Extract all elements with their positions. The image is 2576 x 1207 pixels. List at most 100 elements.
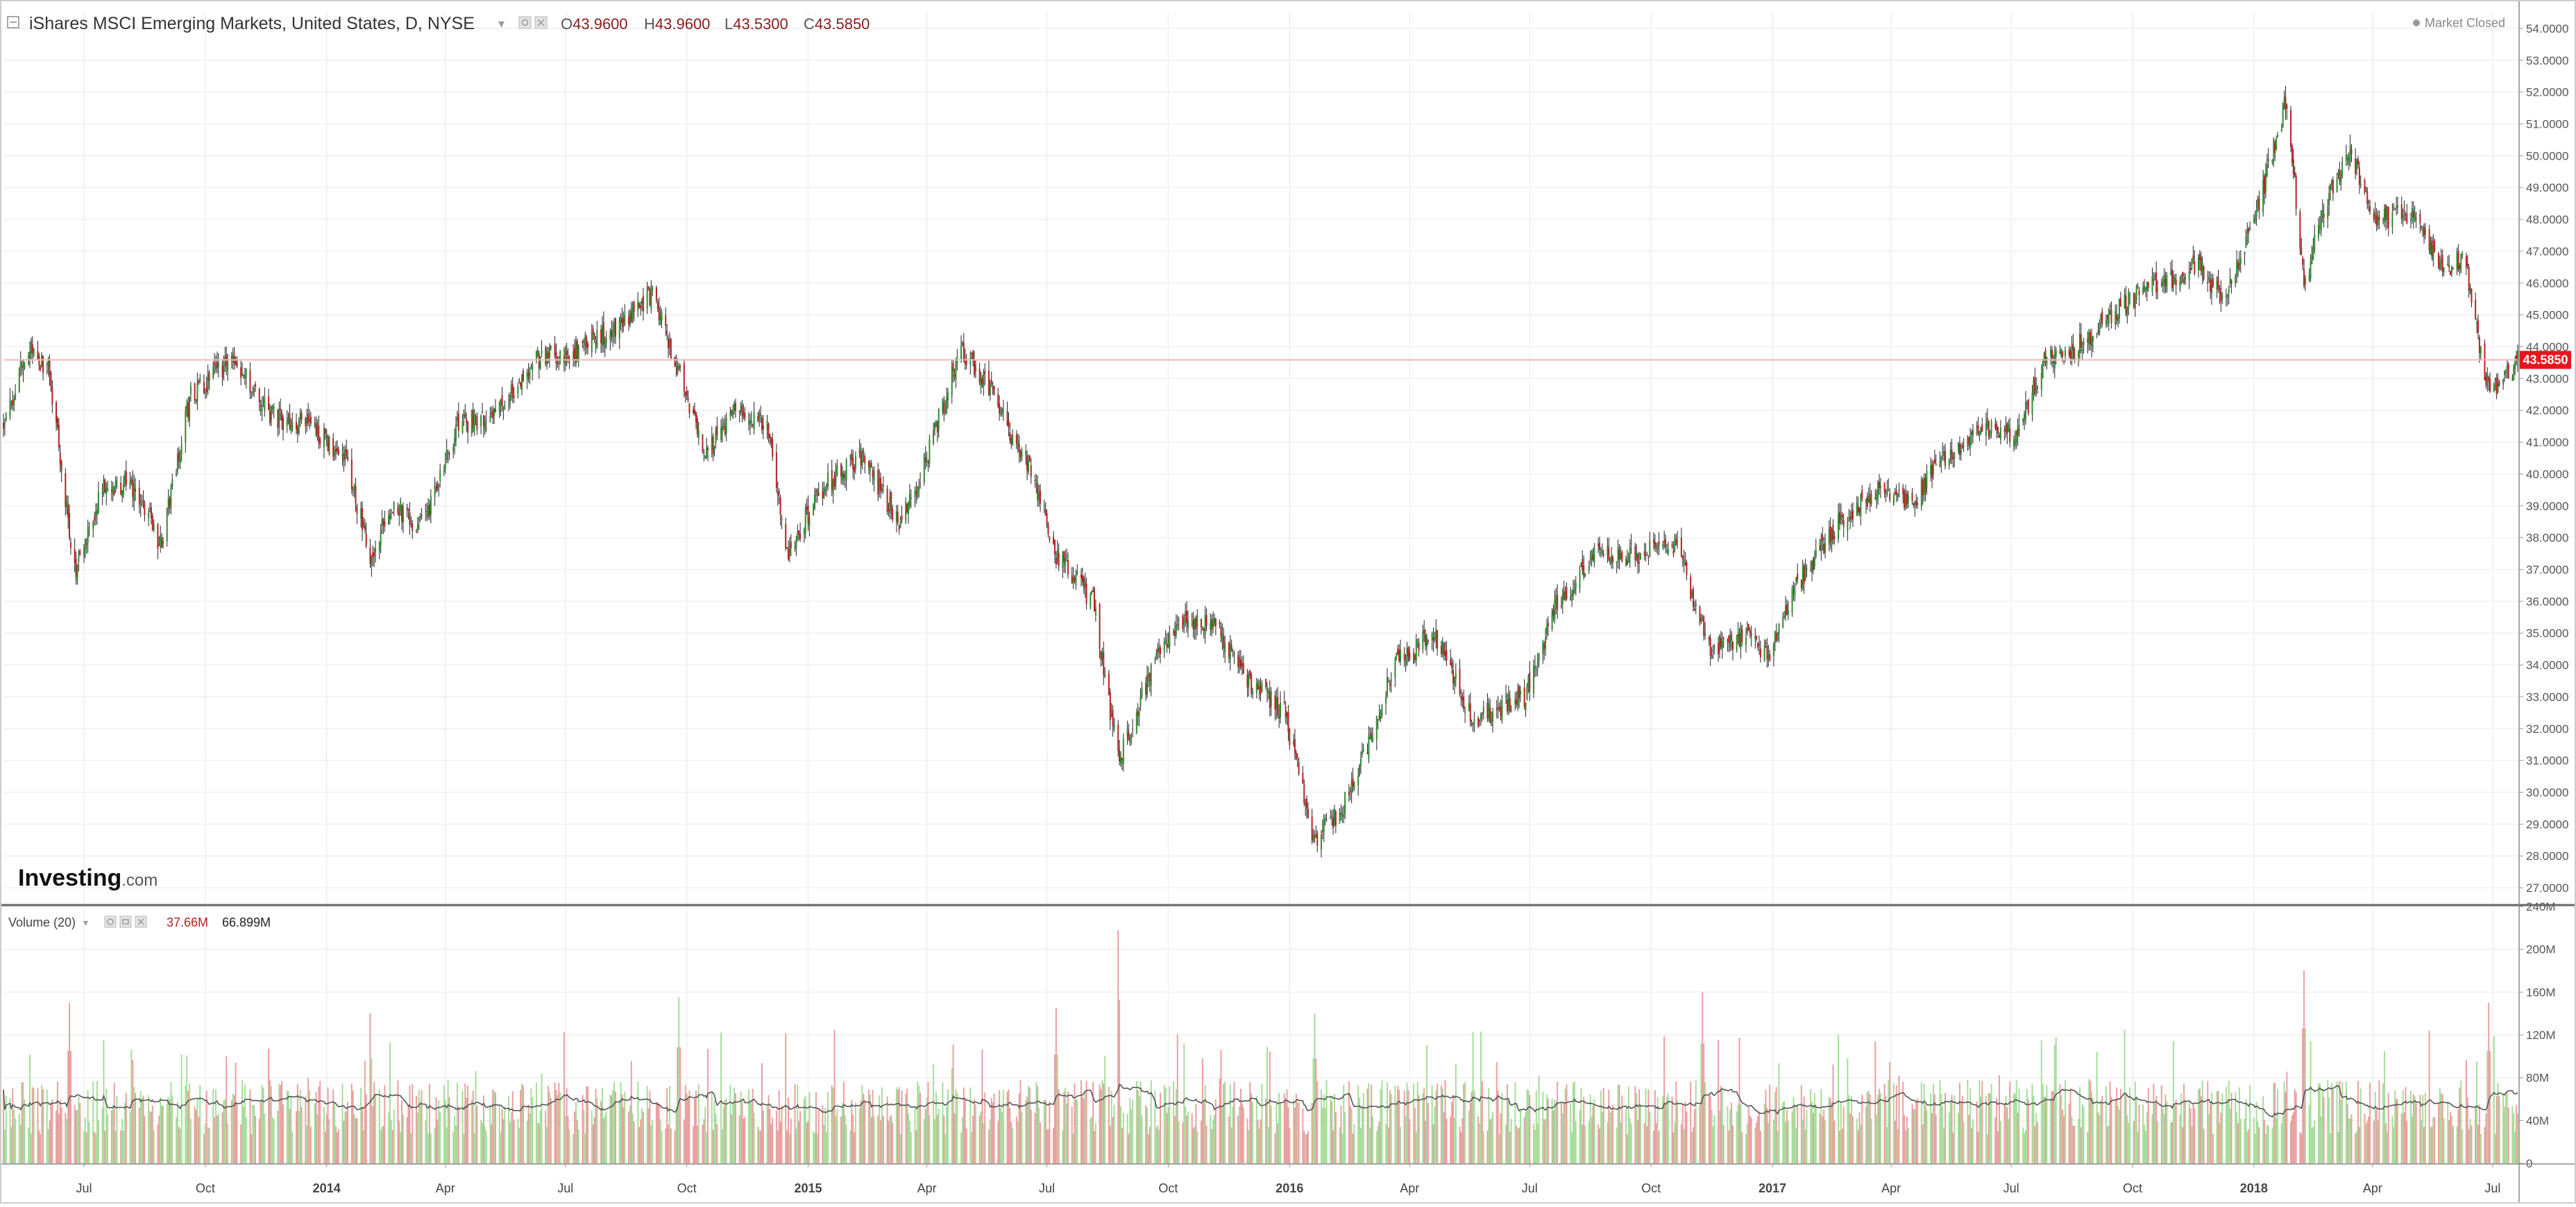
candle-body <box>2200 257 2202 271</box>
candle-body <box>2068 348 2070 356</box>
volume-bar <box>1441 1088 1443 1163</box>
volume-bar <box>725 1098 727 1163</box>
volume-bar <box>2421 1120 2423 1163</box>
candle-body <box>942 399 944 412</box>
volume-bar <box>548 1092 550 1163</box>
candle-body <box>2116 314 2118 320</box>
candle-body <box>554 344 556 355</box>
volume-bar <box>1923 1083 1925 1163</box>
volume-bar <box>566 1088 568 1163</box>
candle-body <box>1289 729 1291 745</box>
candle-body <box>412 523 414 532</box>
volume-bar <box>1489 1119 1491 1163</box>
volume-settings-icon[interactable] <box>104 915 117 928</box>
volume-bar <box>1378 1121 1380 1163</box>
volume-bar <box>2155 1096 2158 1163</box>
volume-bar <box>2391 1115 2393 1163</box>
volume-bar <box>734 1093 736 1163</box>
candle-body <box>230 355 232 360</box>
candle-body <box>1525 702 1527 711</box>
candle-body <box>770 437 772 444</box>
volume-bar <box>373 1082 375 1163</box>
candle-body <box>2040 373 2042 390</box>
volume-bar <box>694 1098 696 1163</box>
volume-bar <box>536 1122 539 1163</box>
candle-body <box>476 416 478 430</box>
candle-body <box>2154 275 2156 277</box>
volume-bar <box>1518 1127 1520 1163</box>
candle-body <box>350 459 353 489</box>
candle-body <box>910 497 912 499</box>
volume-bar <box>178 1126 180 1163</box>
candle-body <box>1113 725 1115 730</box>
title-dropdown-icon[interactable]: ▾ <box>498 17 505 31</box>
candle-body <box>2406 213 2408 223</box>
volume-bar <box>1278 1092 1280 1163</box>
volume-bar <box>84 1117 86 1163</box>
volume-bar <box>1757 1115 1759 1163</box>
volume-bar <box>41 1085 43 1163</box>
volume-bar <box>1986 1133 1988 1163</box>
candle-body <box>650 286 652 310</box>
candle-body <box>2384 208 2386 222</box>
candle-body <box>287 417 289 422</box>
candle-body <box>2502 378 2505 385</box>
volume-bar <box>1813 1093 1815 1163</box>
volume-bar <box>482 1122 484 1163</box>
candle-body <box>1782 617 1784 628</box>
candle-body <box>2221 294 2223 300</box>
candle-body <box>1298 762 1300 774</box>
candle-body <box>1249 670 1251 676</box>
volume-bar <box>1978 1079 1981 1163</box>
volume-bar <box>1119 999 1121 1163</box>
candle-body <box>2274 142 2276 153</box>
volume-bar <box>264 1113 266 1163</box>
settings-icon[interactable] <box>518 16 532 29</box>
candle-body <box>1555 595 1557 605</box>
candle-body <box>817 492 820 496</box>
volume-bar <box>720 1032 722 1163</box>
volume-bar <box>2170 1122 2172 1163</box>
volume-hide-icon[interactable] <box>119 915 132 928</box>
candle-body <box>541 351 543 353</box>
remove-icon[interactable] <box>534 16 548 29</box>
volume-bar <box>1110 1090 1112 1163</box>
volume-bar <box>473 1133 475 1163</box>
candle-body <box>2262 180 2264 212</box>
volume-bar <box>1866 1092 1868 1163</box>
candle-body <box>716 425 718 436</box>
candle-body <box>1108 673 1110 695</box>
volume-bar <box>2480 1133 2482 1163</box>
volume-bar <box>2450 1116 2452 1163</box>
candle-body <box>1252 691 1254 695</box>
candle-body <box>804 507 806 534</box>
candle-body <box>2432 244 2434 261</box>
volume-bar <box>1824 1120 1827 1163</box>
volume-bar <box>1538 1075 1540 1163</box>
candle-body <box>2046 357 2048 364</box>
candle-body <box>2382 219 2384 221</box>
volume-bar <box>13 1109 15 1163</box>
candle-body <box>2332 180 2334 194</box>
candle-body <box>1571 594 1573 597</box>
volume-remove-icon[interactable] <box>135 915 147 928</box>
candle-body <box>1718 643 1720 655</box>
candle-body <box>402 507 404 523</box>
volume-dropdown-icon[interactable]: ▾ <box>83 917 88 928</box>
volume-bar <box>15 1118 17 1163</box>
candle-body <box>2074 349 2076 360</box>
candle-body <box>452 447 455 451</box>
volume-bar <box>1452 1097 1455 1163</box>
candle-body <box>2017 428 2019 436</box>
candle-body <box>704 456 706 457</box>
candle-body <box>1996 423 1998 430</box>
candle-body <box>1963 446 1965 448</box>
volume-bar <box>270 1086 272 1163</box>
volume-bar <box>1414 1107 1416 1163</box>
candle-body <box>1389 683 1391 686</box>
candle-body <box>1858 508 1861 513</box>
collapse-icon[interactable] <box>7 16 19 28</box>
price-tick-label: 29.0000 <box>2526 818 2568 831</box>
volume-bar <box>1080 1080 1082 1163</box>
